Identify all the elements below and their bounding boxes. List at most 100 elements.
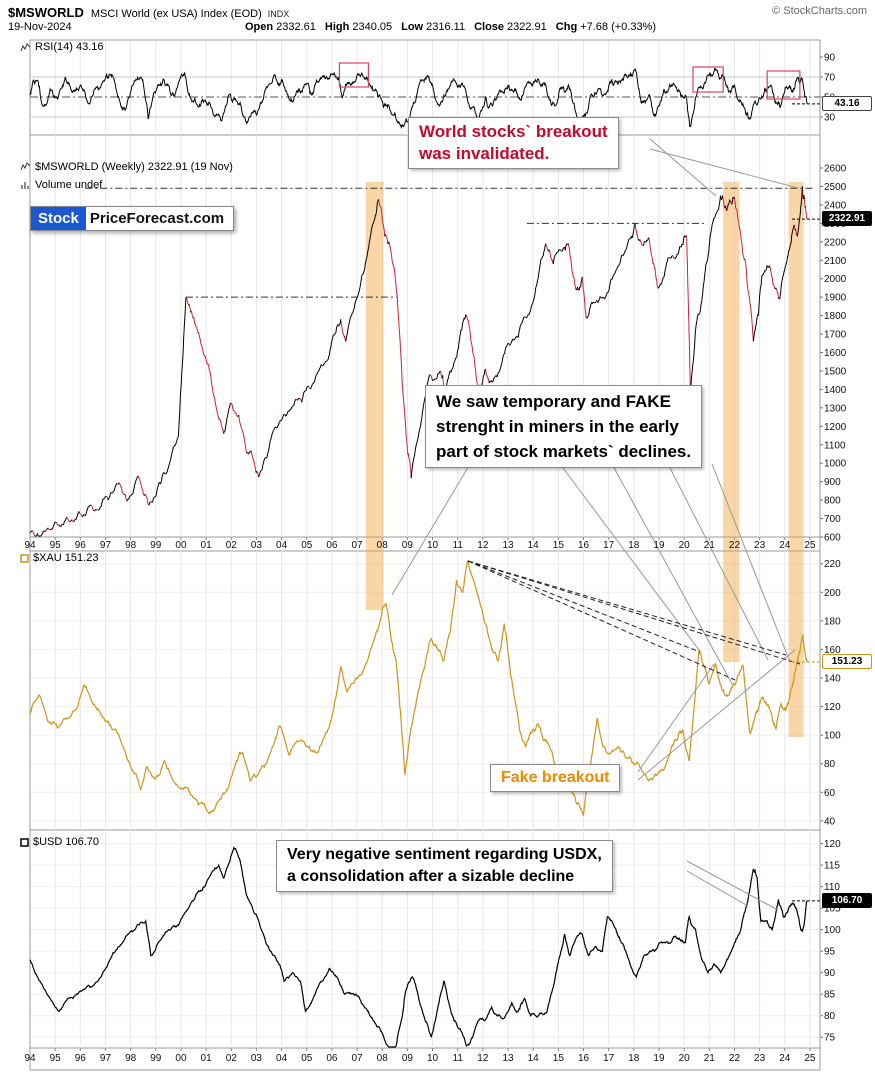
svg-text:900: 900 — [824, 477, 841, 488]
annotation-usdx-line1: Very negative sentiment regarding USDX, — [287, 846, 602, 863]
highlight-bands — [365, 182, 804, 737]
usd-series — [29, 846, 808, 1048]
svg-text:1700: 1700 — [824, 330, 847, 341]
volume-legend: Volume undef — [20, 179, 102, 191]
main-legend: $MSWORLD (Weekly) 2322.91 (19 Nov) — [20, 161, 233, 173]
svg-text:22: 22 — [729, 540, 741, 551]
xau-swatch-icon — [20, 553, 29, 563]
priceforecast-watermark: Stock PriceForecast.com — [30, 206, 235, 231]
annotation-usdx-sentiment: Very negative sentiment regarding USDX, … — [276, 840, 613, 892]
svg-text:99: 99 — [150, 1053, 162, 1064]
svg-text:700: 700 — [824, 514, 841, 525]
quote-date: 19-Nov-2024 — [8, 21, 72, 33]
svg-text:14: 14 — [528, 1053, 540, 1064]
close-label: Close — [474, 21, 505, 33]
svg-text:22: 22 — [729, 1053, 741, 1064]
svg-text:100: 100 — [824, 925, 841, 936]
svg-text:70: 70 — [824, 73, 836, 84]
svg-text:220: 220 — [824, 559, 841, 570]
svg-text:15: 15 — [553, 1053, 565, 1064]
svg-text:05: 05 — [301, 540, 313, 551]
rsi-highlight-boxes — [338, 62, 801, 100]
rsi-legend-label: RSI(14) 43.16 — [35, 41, 104, 53]
svg-text:09: 09 — [402, 1053, 414, 1064]
svg-text:2000: 2000 — [824, 274, 847, 285]
svg-text:115: 115 — [824, 861, 840, 872]
svg-text:90: 90 — [824, 53, 836, 64]
svg-text:20: 20 — [679, 540, 691, 551]
annotation-fake-breakout: Fake breakout — [490, 764, 621, 792]
svg-text:60: 60 — [824, 788, 836, 799]
gridlines — [30, 41, 820, 1051]
indicator-line-icon — [20, 43, 31, 52]
svg-text:120: 120 — [824, 839, 841, 850]
svg-text:98: 98 — [125, 1053, 137, 1064]
low-value: 2316.11 — [426, 21, 466, 33]
svg-text:08: 08 — [377, 540, 389, 551]
svg-text:24: 24 — [779, 1053, 791, 1064]
svg-text:04: 04 — [276, 1053, 288, 1064]
svg-text:1300: 1300 — [824, 403, 847, 414]
xau-series — [29, 559, 808, 817]
usd-swatch-icon — [20, 837, 29, 847]
svg-text:21: 21 — [704, 1053, 716, 1064]
svg-text:75: 75 — [824, 1033, 836, 1044]
annotation-miners-line3: part of stock markets` declines. — [436, 442, 692, 461]
svg-text:2600: 2600 — [824, 164, 847, 175]
annotation-fake-miners-strength: We saw temporary and FAKE strenght in mi… — [425, 385, 703, 468]
annotation-breakout-invalidated: World stocks` breakout was invalidated. — [408, 117, 619, 169]
svg-text:02: 02 — [226, 540, 238, 551]
svg-text:12: 12 — [477, 1053, 489, 1064]
svg-text:99: 99 — [150, 540, 162, 551]
svg-text:12: 12 — [477, 540, 489, 551]
svg-text:19: 19 — [653, 1053, 665, 1064]
svg-text:200: 200 — [824, 588, 841, 599]
chg-value: +7.68 (+0.33%) — [580, 21, 657, 33]
svg-text:100: 100 — [824, 731, 841, 742]
svg-text:1100: 1100 — [824, 440, 846, 451]
svg-text:140: 140 — [824, 674, 841, 685]
svg-text:1600: 1600 — [824, 348, 847, 359]
callout-lines — [391, 138, 801, 911]
svg-text:16: 16 — [578, 1053, 590, 1064]
volume-bars-icon — [21, 182, 29, 189]
svg-text:180: 180 — [824, 616, 841, 627]
chart-header: $MSWORLD MSCI World (ex USA) Index (EOD) I… — [8, 4, 867, 20]
usd-price-tag: 106.70 — [822, 892, 872, 908]
svg-text:00: 00 — [175, 1053, 187, 1064]
svg-text:21: 21 — [704, 540, 716, 551]
svg-text:01: 01 — [201, 540, 213, 551]
svg-text:11: 11 — [453, 1053, 464, 1064]
usd-legend: $USD 106.70 — [20, 836, 99, 848]
svg-text:18: 18 — [628, 1053, 640, 1064]
chg-label: Chg — [555, 21, 578, 33]
svg-text:110: 110 — [824, 882, 840, 893]
svg-text:80: 80 — [824, 1011, 836, 1022]
svg-text:800: 800 — [824, 496, 841, 507]
open-label: Open — [245, 21, 274, 33]
svg-text:10: 10 — [427, 1053, 439, 1064]
svg-text:17: 17 — [603, 540, 615, 551]
low-label: Low — [401, 21, 424, 33]
usd-legend-label: $USD 106.70 — [33, 836, 100, 848]
svg-text:18: 18 — [628, 540, 640, 551]
open-value: 2332.61 — [276, 21, 316, 33]
svg-text:85: 85 — [824, 990, 836, 1001]
svg-text:15: 15 — [553, 540, 565, 551]
svg-text:06: 06 — [326, 1053, 338, 1064]
svg-text:03: 03 — [251, 540, 263, 551]
svg-text:98: 98 — [125, 540, 137, 551]
svg-text:2500: 2500 — [824, 182, 847, 193]
annotation-breakout-line2: was invalidated. — [419, 144, 550, 163]
svg-text:2200: 2200 — [824, 237, 847, 248]
svg-text:14: 14 — [528, 540, 540, 551]
msworld-price-tag: 2322.91 — [822, 211, 872, 227]
symbol: $MSWORLD — [8, 5, 84, 20]
svg-text:95: 95 — [50, 1053, 62, 1064]
svg-text:04: 04 — [276, 540, 288, 551]
svg-text:40: 40 — [824, 816, 836, 827]
xau-legend: $XAU 151.23 — [20, 552, 98, 564]
high-value: 2340.05 — [352, 21, 393, 33]
svg-text:16: 16 — [578, 540, 590, 551]
svg-text:08: 08 — [377, 1053, 389, 1064]
